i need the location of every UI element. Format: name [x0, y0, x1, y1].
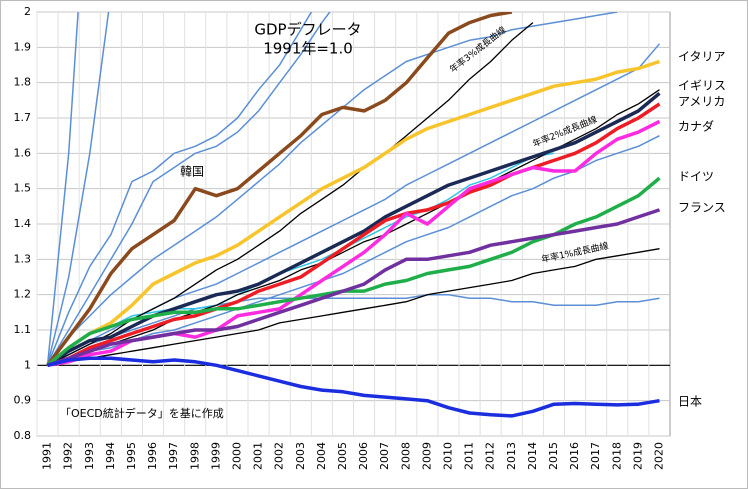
- x-tick-label: 2015: [547, 442, 560, 470]
- y-tick-label: 1.1: [14, 323, 32, 336]
- x-tick-label: 2018: [610, 442, 623, 470]
- x-tick-label: 2016: [568, 442, 581, 470]
- series-line: [46, 12, 331, 366]
- series-line: [47, 152, 555, 366]
- x-tick-label: 1993: [83, 442, 96, 470]
- x-tick-label: 2004: [315, 442, 328, 470]
- series-label: ドイツ: [678, 170, 714, 184]
- chart-title: GDPデフレータ: [254, 21, 361, 39]
- series-line: [47, 356, 660, 418]
- y-tick-label: 1.7: [14, 111, 32, 124]
- y-tick-label: 1.6: [14, 146, 32, 159]
- x-tick-label: 2001: [252, 442, 265, 470]
- series-label: カナダ: [678, 119, 714, 134]
- x-tick-label: 2020: [652, 442, 665, 470]
- x-tick-label: 1999: [209, 442, 222, 470]
- y-tick-label: 1.5: [14, 182, 32, 195]
- x-tick-label: 2017: [589, 442, 602, 470]
- x-tick-label: 2003: [294, 442, 307, 470]
- x-tick-label: 2007: [378, 442, 391, 470]
- y-tick-label: 0.9: [14, 394, 32, 407]
- x-tick-label: 1992: [62, 442, 75, 470]
- x-tick-label: 1997: [167, 442, 180, 470]
- series-line: [47, 248, 660, 366]
- source-note: 「OECD統計データ」を基に作成: [60, 406, 224, 420]
- lines: [46, 12, 661, 418]
- y-tick-label: 1.3: [14, 252, 32, 265]
- series-line: [46, 12, 513, 367]
- series-label: 韓国: [180, 165, 204, 179]
- series-label: イギリス: [678, 79, 726, 93]
- series-label: アメリカ: [678, 95, 725, 109]
- series-label: フランス: [678, 201, 726, 215]
- x-tick-label: 2014: [526, 442, 539, 470]
- series-line: [47, 293, 660, 366]
- x-tick-label: 2012: [484, 442, 497, 470]
- series-line: [46, 12, 110, 366]
- series-line: [46, 102, 661, 367]
- x-tick-label: 2000: [230, 442, 243, 470]
- y-tick-label: 1.9: [14, 40, 32, 53]
- series-label: イタリア: [678, 50, 726, 64]
- x-tick-label: 1998: [188, 442, 201, 470]
- x-tick-label: 2002: [273, 442, 286, 470]
- x-tick-label: 2019: [631, 442, 644, 470]
- x-tick-label: 2013: [505, 442, 518, 470]
- y-tick-label: 0.8: [14, 429, 32, 442]
- x-tick-label: 1996: [146, 442, 159, 470]
- x-tick-label: 2005: [336, 442, 349, 470]
- series-line: [47, 135, 660, 367]
- chart-subtitle: 1991年=1.0: [263, 40, 353, 58]
- x-tick-label: 2008: [399, 442, 412, 470]
- series-label: 日本: [678, 395, 702, 409]
- x-tick-label: 1991: [41, 442, 54, 470]
- x-tick-label: 1994: [104, 442, 117, 470]
- y-tick-label: 1.2: [14, 288, 32, 301]
- x-tick-label: 2010: [441, 442, 454, 470]
- x-tick-label: 1995: [125, 442, 138, 470]
- labels: 0.8 0.9 1 1.1 1.2 1.3 1.4 1.5 1.6 1.7 1.8 1.9 2 1991 1…: [14, 5, 666, 470]
- x-tick-label: 2009: [420, 442, 433, 470]
- series-line: [46, 12, 313, 366]
- series-line: [46, 12, 618, 366]
- y-tick-label: 1.4: [14, 217, 32, 230]
- x-tick-label: 2011: [463, 442, 476, 470]
- series-line: [46, 208, 661, 367]
- series-line: [46, 12, 79, 366]
- y-tick-label: 1.8: [14, 76, 32, 89]
- y-tick-label: 1: [24, 358, 31, 371]
- x-tick-label: 2006: [357, 442, 370, 470]
- series-line: [46, 59, 661, 367]
- y-tick-label: 2: [24, 5, 31, 18]
